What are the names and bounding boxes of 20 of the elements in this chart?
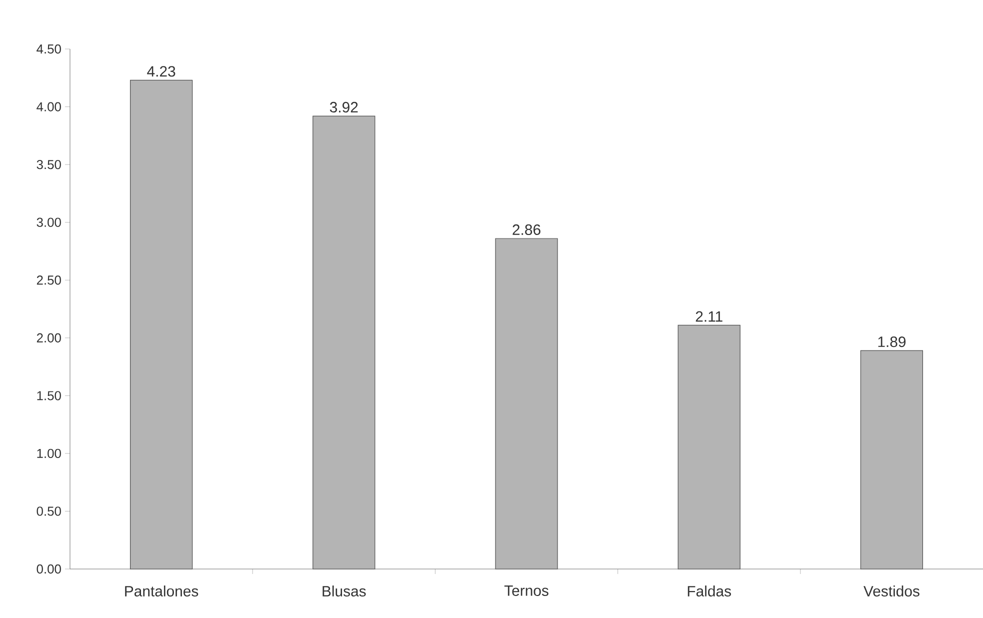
- y-tick-label: 4.50: [36, 44, 61, 54]
- x-tick-label: Ternos: [504, 586, 548, 596]
- x-tick-label: Blusas: [322, 586, 366, 596]
- data-label: 1.89: [878, 336, 906, 348]
- x-tick-label: Vestidos: [864, 586, 920, 596]
- y-tick-label: 4.00: [36, 102, 61, 112]
- y-tick-label: 3.50: [36, 160, 61, 170]
- data-label: 2.11: [696, 311, 722, 322]
- y-tick-label: 0.00: [36, 564, 61, 574]
- y-tick-label: 0.50: [36, 506, 61, 516]
- data-label: 4.23: [147, 66, 176, 77]
- x-tick-label: Faldas: [688, 586, 731, 596]
- y-tick-label: 2.00: [36, 333, 61, 342]
- data-label: 2.86: [512, 224, 540, 235]
- data-label: 3.92: [330, 102, 358, 112]
- y-tick-label: 3.00: [36, 218, 61, 227]
- y-tick-label: 2.50: [36, 276, 61, 285]
- y-tick-label: 1.50: [37, 391, 61, 400]
- y-tick-label: 1.00: [37, 448, 61, 458]
- x-tick-label: Pantalones: [125, 586, 198, 596]
